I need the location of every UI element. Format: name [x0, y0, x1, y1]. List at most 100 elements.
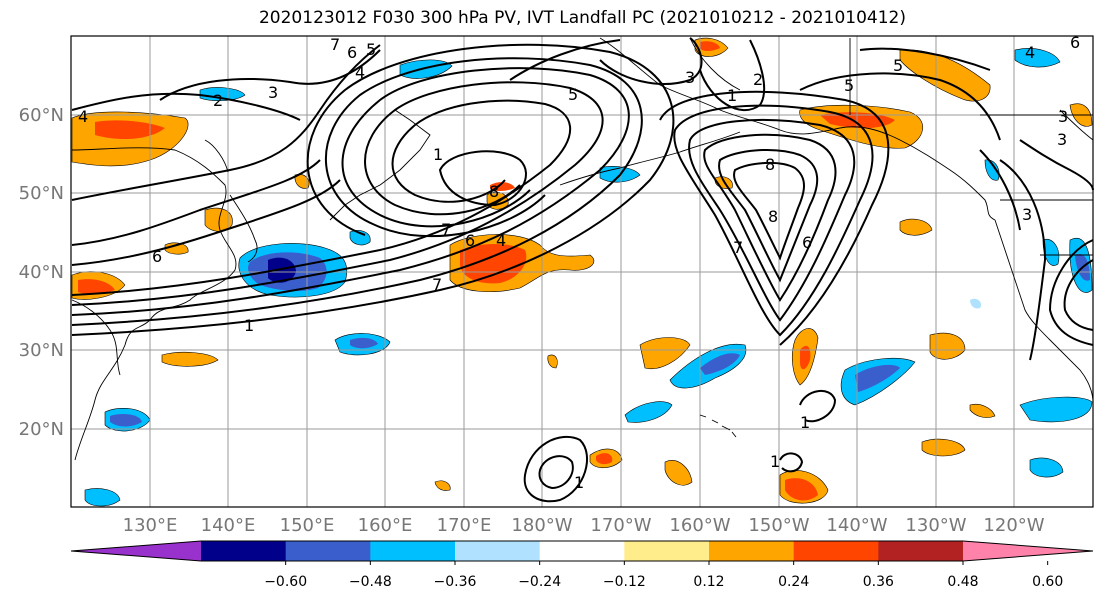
colorbar-segment — [201, 541, 287, 561]
contour-label: 6 — [347, 43, 357, 62]
contour-line — [1019, 139, 1094, 191]
colorbar-tick-label: −0.24 — [518, 574, 561, 590]
contour-line — [71, 67, 630, 316]
contour-label: 8 — [765, 155, 775, 174]
latitude-label: 20°N — [19, 419, 64, 440]
fill-patch — [929, 332, 966, 360]
contour-label: 7 — [733, 238, 743, 257]
fill-patch — [970, 298, 982, 309]
contour-line — [779, 452, 804, 473]
contour-label: 7 — [432, 275, 442, 294]
contour-label: 3 — [1022, 205, 1032, 224]
fill-patch — [700, 353, 740, 375]
fill-patch — [855, 364, 900, 392]
fill-patch — [460, 244, 527, 284]
contour-label: 2 — [753, 70, 763, 89]
contour-label: 3 — [1057, 130, 1067, 149]
contour-label: 6 — [152, 247, 162, 266]
fill-patch — [800, 345, 811, 370]
contour-line — [1048, 239, 1094, 346]
colorbar-segment — [370, 541, 456, 561]
longitude-label: 150°W — [748, 515, 809, 536]
contour-line — [1063, 259, 1094, 331]
fill-patch — [84, 488, 121, 507]
contour-label: 6 — [802, 233, 812, 252]
colorbar-tick-label: −0.60 — [264, 574, 307, 590]
contour-line — [71, 44, 381, 201]
contour-line — [71, 179, 341, 266]
map-title: 2020123012 F030 300 hPa PV, IVT Landfall… — [258, 8, 906, 28]
fill-patch — [596, 453, 613, 465]
colorbar: −0.60 −0.48 −0.36 −0.24 −0.12 0.12 0.24 0.36 0.4… — [70, 540, 1094, 590]
contour-line — [718, 148, 819, 283]
contour-label: 2 — [213, 91, 223, 110]
contour-labels: 7 6 5 4 3 2 1 8 6 7 6 4 7 1 5 3 2 1 5 8 … — [78, 33, 1080, 492]
contour-label: 4 — [355, 63, 365, 82]
contour-label: 8 — [489, 182, 499, 201]
coastline — [329, 109, 431, 221]
contour-line — [859, 47, 991, 71]
colorbar-segment — [455, 541, 541, 561]
contour-line — [71, 81, 604, 306]
colorbar-extend-high — [963, 541, 1093, 561]
fill-patch — [624, 401, 673, 423]
contour-line — [703, 133, 837, 302]
latitude-label: 40°N — [19, 262, 64, 283]
colorbar-outline — [70, 540, 1094, 562]
coastline — [689, 37, 741, 91]
contour-label: 6 — [1070, 33, 1080, 52]
longitude-label: 130°W — [905, 515, 966, 536]
fill-patch — [294, 174, 310, 189]
coastlines — [71, 37, 1094, 461]
longitude-labels: 130°E 140°E 150°E 160°E 170°E 180°W 170°W 160°W… — [123, 515, 1045, 536]
contour-line — [599, 37, 703, 85]
contour-label: 4 — [496, 231, 506, 250]
coastline — [559, 131, 741, 186]
contour-line — [71, 159, 321, 246]
contour-label: 1 — [727, 86, 737, 105]
contour-label: 3 — [1058, 107, 1068, 126]
latitude-label: 30°N — [19, 340, 64, 361]
contour-line — [979, 149, 1021, 231]
contour-label: 4 — [1025, 43, 1035, 62]
contour-line — [733, 161, 805, 261]
colorbar-tick-label: 0.48 — [947, 574, 978, 590]
fill-patch — [984, 159, 1000, 181]
contour-line — [71, 43, 675, 336]
fill-patch — [899, 218, 933, 236]
contour-line — [799, 390, 837, 423]
coastline — [71, 299, 121, 376]
colorbar-segment — [539, 541, 625, 561]
coastline — [699, 414, 737, 438]
contour-line — [71, 57, 643, 326]
fill-patch — [161, 351, 219, 367]
longitude-label: 170°E — [437, 515, 492, 536]
contour-line — [659, 90, 890, 346]
contour-label: 5 — [366, 40, 376, 59]
map-frame — [70, 35, 1094, 508]
contour-label: 1 — [244, 316, 254, 335]
contour-line — [509, 39, 621, 81]
contour-line — [999, 159, 1047, 361]
longitude-label: 180°W — [511, 515, 572, 536]
lat-lon-grid — [71, 36, 1093, 507]
coastline — [204, 139, 229, 173]
coastline — [229, 194, 258, 263]
contour-label: 1 — [433, 145, 443, 164]
longitude-label: 120°W — [983, 515, 1044, 536]
colorbar-tick-label: −0.48 — [349, 574, 392, 590]
latitude-labels: 60°N 50°N 40°N 30°N 20°N — [19, 105, 64, 440]
contour-label: 1 — [800, 413, 810, 432]
colorbar-segment — [793, 541, 879, 561]
contour-label: 4 — [78, 107, 88, 126]
colorbar-segment — [285, 541, 371, 561]
colorbar-tick-label: 0.12 — [693, 574, 724, 590]
contour-line — [799, 72, 1001, 141]
colorbar-tick-label: 0.36 — [863, 574, 894, 590]
contour-label: 8 — [768, 207, 778, 226]
contour-line — [71, 99, 571, 296]
contour-line — [159, 49, 381, 101]
fill-patch — [1019, 396, 1093, 423]
longitude-label: 130°E — [123, 515, 178, 536]
